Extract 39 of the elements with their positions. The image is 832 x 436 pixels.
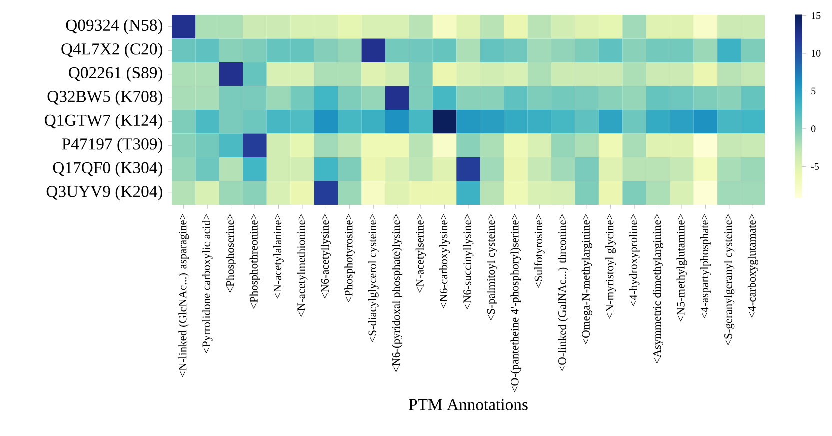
color-bar-label: 10 [812, 50, 821, 57]
x-tick-label: <Asymmetric dimethylarginine> [653, 214, 664, 364]
y-tick-label: Q1GTW7 (K124) [45, 114, 163, 130]
x-tick-label: <N-linked (GlcNAc...) asparagine> [178, 214, 190, 377]
x-tick-label: <N5-methylglutamine> [676, 214, 688, 322]
x-tick-label: <S-diacylglycerol cysteine> [368, 214, 379, 342]
color-bar-label: 5 [812, 88, 816, 95]
x-tick-label: <N6-acetyllysine> [320, 214, 332, 299]
x-tick-label: <Phosphotyrosine> [344, 214, 356, 303]
x-tick-label: <4-aspartylphosphate> [700, 214, 711, 318]
x-tick-label: <N-acetylmethionine> [297, 214, 308, 318]
x-tick-label: <Pyrrolidone carboxylic acid> [202, 214, 213, 354]
y-tick-label: Q09324 (N58) [66, 19, 163, 34]
y-tick-label: Q3UYV9 (K204) [46, 186, 163, 201]
color-bar-label: -5 [811, 163, 820, 170]
x-tick-label: <O-(pantetheine 4'-phosphoryl)serine> [510, 214, 522, 392]
x-tick-label: <N-myristoyl glycine> [606, 214, 616, 319]
x-tick-label: <O-linked (GalNAc...) threonine> [558, 214, 569, 372]
x-axis-title: PTM Annotations [409, 399, 528, 410]
x-tick-label: <Omega-N-methylarginine> [582, 214, 592, 344]
color-bar-label: 15 [812, 12, 821, 20]
y-tick-label: Q02261 (S89) [69, 66, 163, 82]
y-tick-label: Q32BW5 (K708) [48, 90, 163, 106]
x-tick-label: <4-hydroxyproline> [629, 214, 640, 306]
x-tick-label: <N-acetylserine> [416, 214, 426, 293]
x-tick-label: <N6-carboxylysine> [440, 214, 450, 308]
x-tick-label: <4-carboxyglutamate> [748, 214, 758, 318]
x-tick-label: <N-acetylalanine> [274, 214, 284, 299]
y-tick-label: Q4L7X2 (C20) [62, 43, 163, 58]
color-bar-label: 0 [811, 126, 816, 132]
x-tick-label: <S-geranylgeranyl cysteine> [724, 214, 735, 346]
x-tick-label: <Phosphoserine> [226, 214, 237, 293]
x-tick-label: <S-palmitoyl cysteine> [487, 214, 498, 321]
x-tick-label: <N6-succinyllysine> [463, 214, 474, 310]
x-tick-label: <N6-(pyridoxal phosphate)lysine> [392, 214, 403, 372]
x-tick-label: <Phosphothreonine> [250, 214, 260, 309]
y-tick-label: P47197 (T309) [62, 138, 163, 154]
x-tick-label: <Sulfotyrosine> [534, 214, 545, 288]
y-tick-label: Q17QF0 (K304) [53, 162, 163, 177]
